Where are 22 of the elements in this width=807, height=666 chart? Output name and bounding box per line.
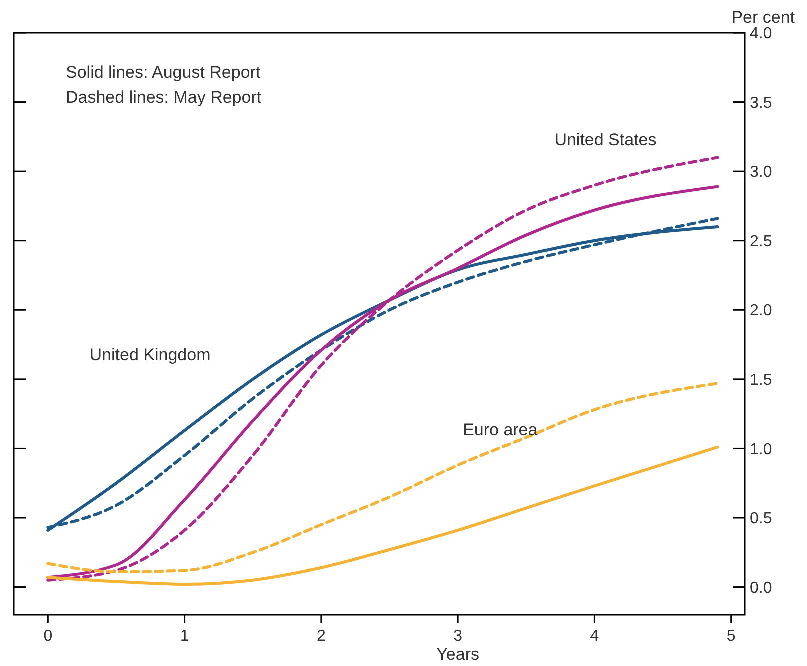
x-tick-label: 0 (44, 628, 53, 645)
y-tick-label: 0.0 (750, 580, 772, 597)
y-tick-label: 4.0 (750, 26, 772, 43)
y-tick-label: 0.5 (750, 510, 772, 528)
x-tick-label: 4 (590, 628, 600, 645)
y-tick-label: 2.0 (750, 302, 772, 320)
y-axis-title: Per cent (732, 8, 796, 27)
y-tick-label: 2.5 (750, 233, 772, 250)
text: United Kingdom (90, 346, 211, 365)
x-tick-label: 3 (454, 628, 463, 645)
x-tick-label: 1 (180, 628, 190, 645)
y-tick-label: 3.5 (750, 94, 772, 112)
x-axis-title: Years (436, 645, 480, 664)
y-tick-label: 1.5 (750, 372, 772, 390)
y-tick-label: 1.0 (750, 441, 772, 458)
x-tick-label: 2 (316, 628, 326, 645)
x-tick-label: 5 (726, 628, 736, 645)
text: United States (554, 130, 657, 150)
annotation: Solid lines: August Report (66, 63, 261, 82)
series-label: Euro area (463, 420, 538, 440)
annotation: Dashed lines: May Report (66, 88, 262, 107)
y-tick-label: 3.0 (750, 164, 772, 182)
